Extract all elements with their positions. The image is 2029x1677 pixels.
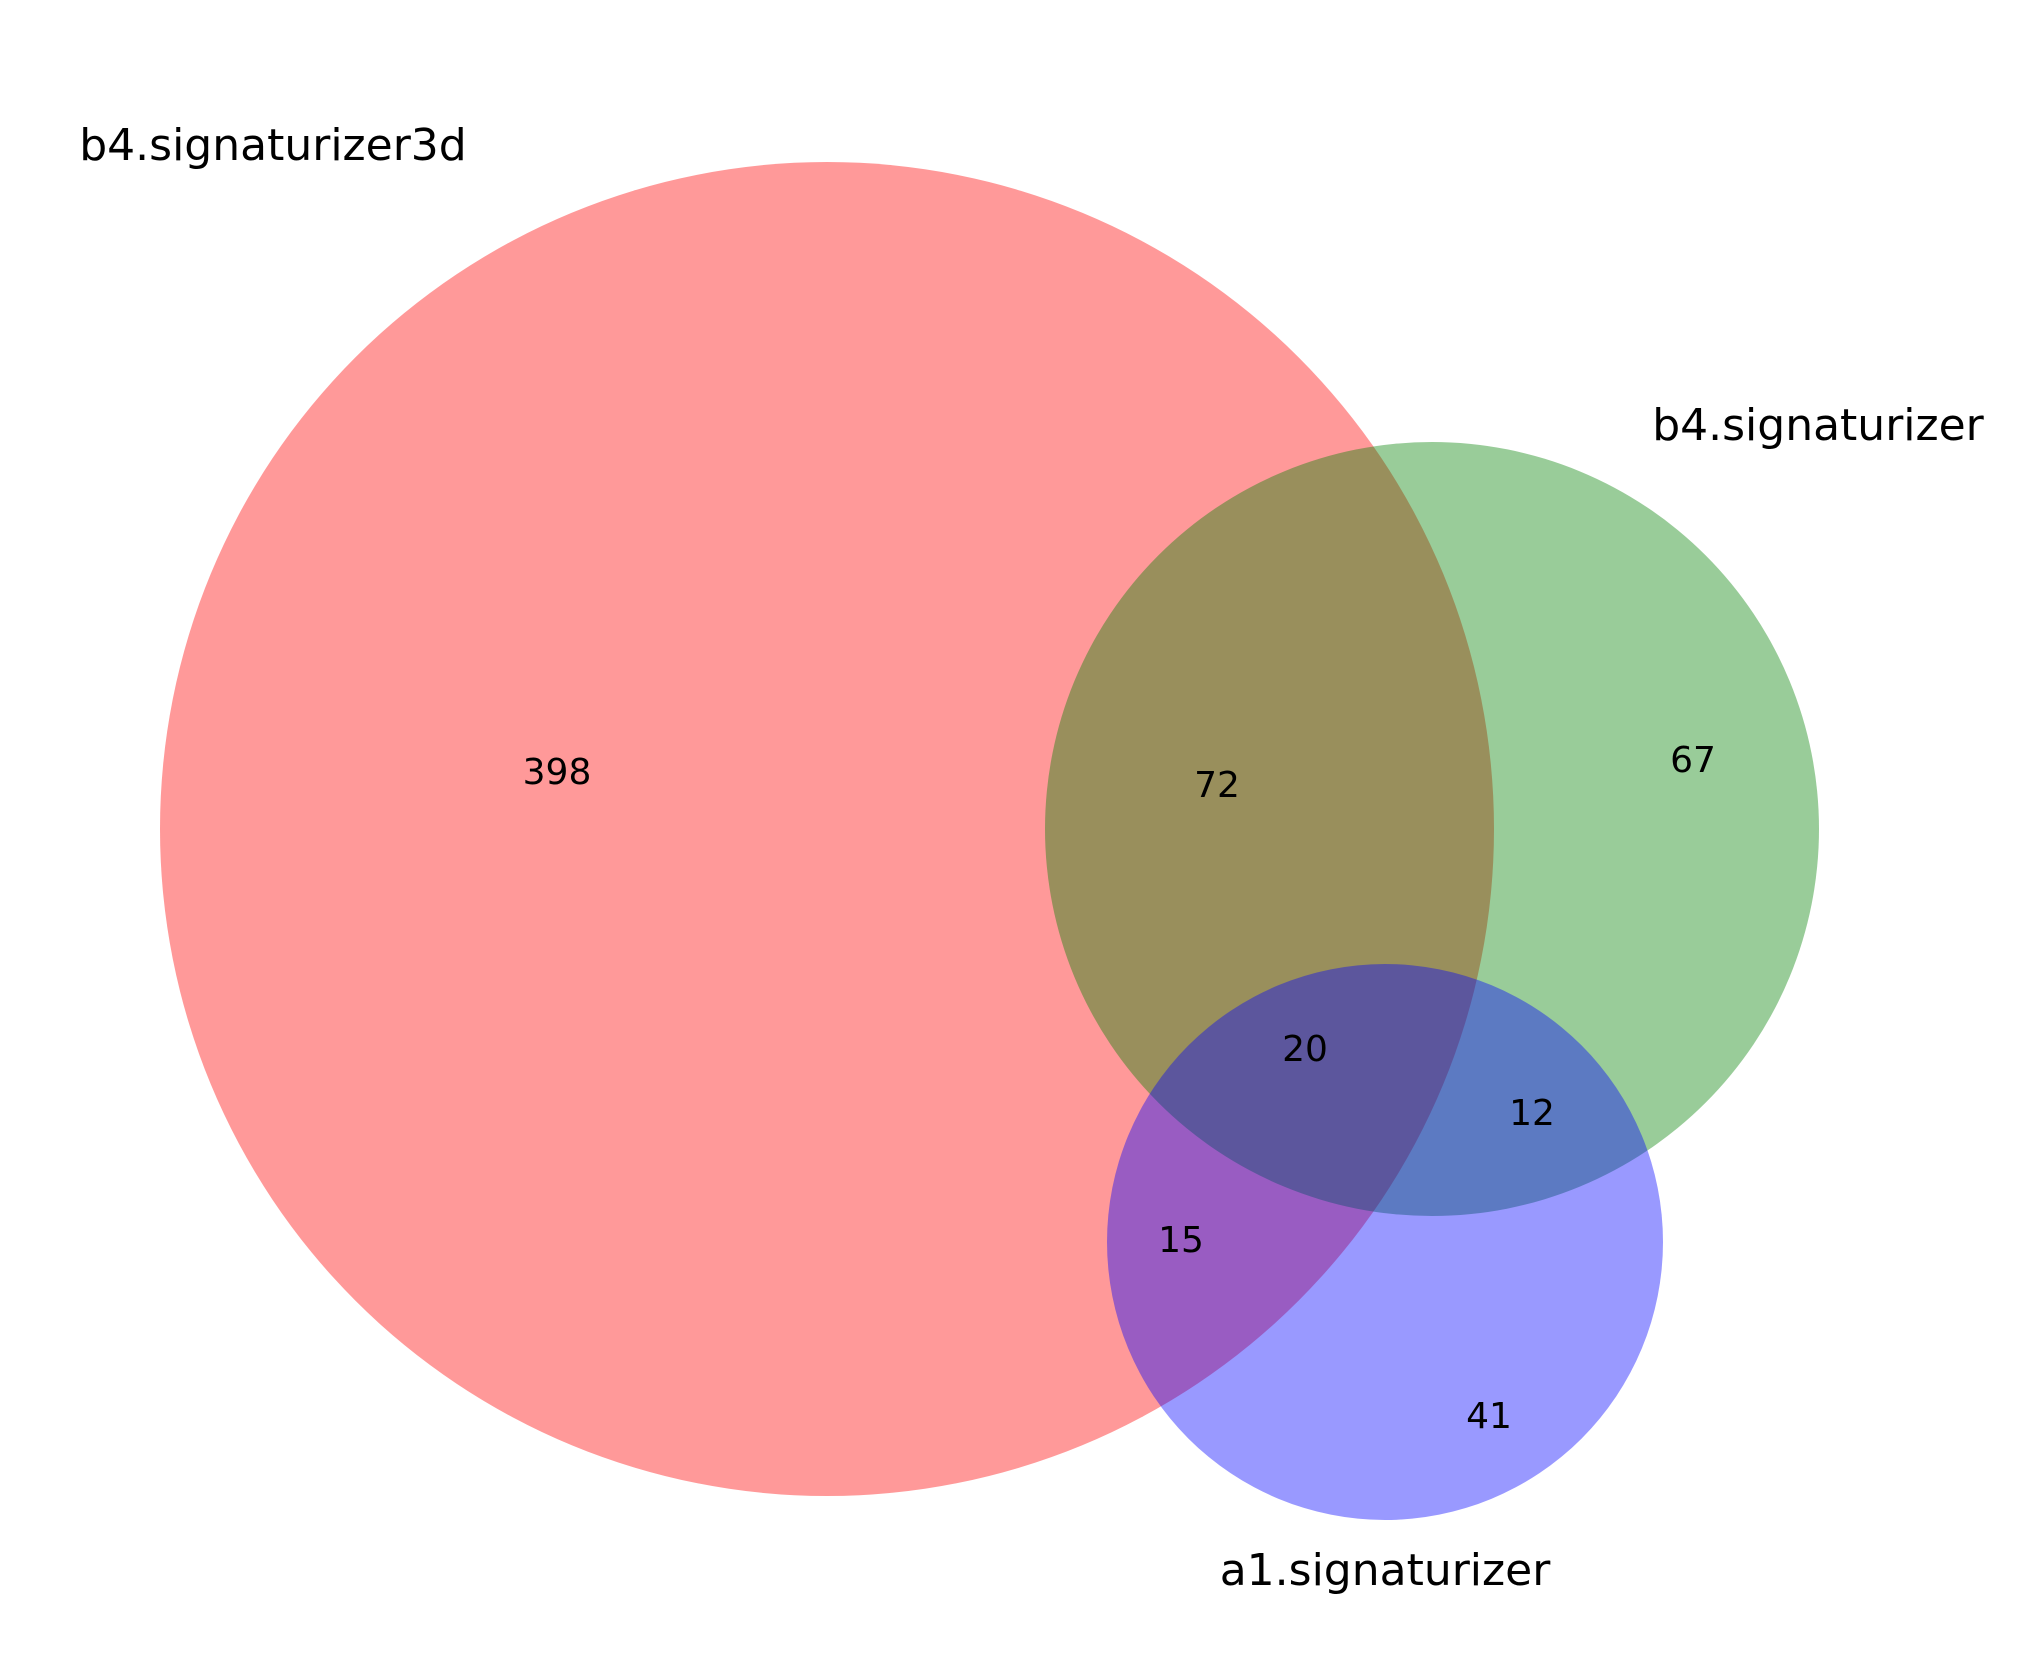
region-count-a-and-c: 15: [1158, 1220, 1204, 1261]
set-label-b4-signaturizer: b4.signaturizer: [1652, 400, 1984, 451]
set-label-a1-signaturizer: a1.signaturizer: [1220, 1545, 1551, 1596]
set-label-b4-signaturizer3d: b4.signaturizer3d: [79, 120, 466, 171]
set-circle-a1-signaturizer: [1107, 964, 1663, 1520]
region-count-a-b-c: 20: [1282, 1029, 1328, 1070]
region-count-a-and-b: 72: [1194, 765, 1240, 806]
region-count-a-only: 398: [523, 752, 592, 793]
set-circle-b4-signaturizer3d: [160, 162, 1494, 1496]
region-count-b-only: 67: [1670, 740, 1716, 781]
region-count-c-only: 41: [1466, 1396, 1512, 1437]
set-circle-b4-signaturizer: [1045, 442, 1819, 1216]
region-count-b-and-c: 12: [1509, 1093, 1555, 1134]
